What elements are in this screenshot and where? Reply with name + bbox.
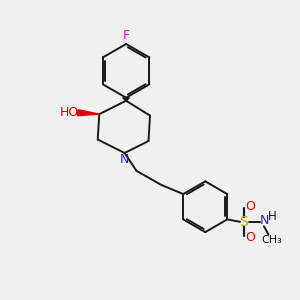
Text: N: N [259,214,268,227]
Text: H: H [268,210,277,223]
Text: O: O [245,200,255,213]
Text: N: N [119,153,129,166]
Text: O: O [245,231,255,244]
Text: S: S [239,215,248,229]
Text: HO: HO [60,106,79,119]
Polygon shape [77,110,99,116]
Text: CH₃: CH₃ [261,235,282,245]
Text: F: F [122,29,130,42]
